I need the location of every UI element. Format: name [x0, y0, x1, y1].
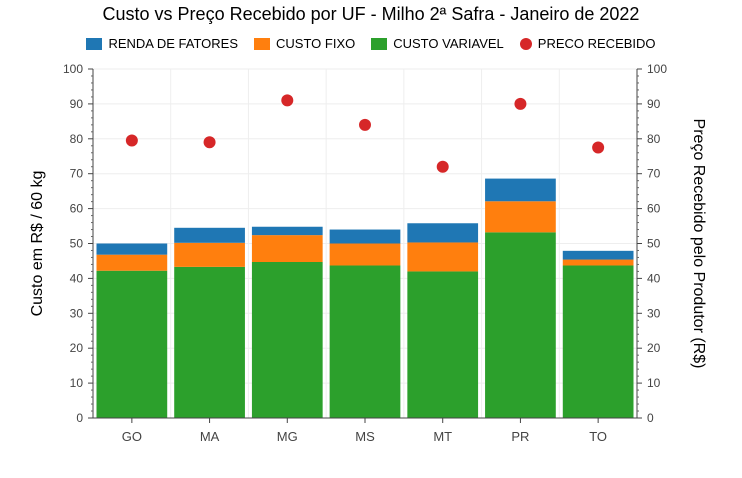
y-tick-label: 20 [70, 341, 84, 355]
y-tick-label: 80 [70, 132, 84, 146]
y-tick-label: 60 [70, 202, 84, 216]
bar-renda-de-fatores-ma [174, 227, 245, 243]
bar-custo-fixo-to [562, 259, 634, 266]
bar-custo-variavel-pr [485, 232, 556, 418]
bar-custo-fixo-go [96, 254, 168, 271]
bar-renda-de-fatores-mt [407, 223, 479, 243]
bar-custo-fixo-pr [485, 201, 556, 233]
bar-custo-variavel-mg [251, 261, 323, 418]
bar-custo-fixo-mg [251, 235, 323, 262]
legend-swatch-custo-variavel [371, 37, 388, 50]
bar-custo-fixo-ms [329, 243, 401, 266]
x-tick-label: PR [511, 429, 529, 444]
legend-label-custo-variavel: CUSTO VARIAVEL [393, 36, 504, 51]
y2-tick-label: 0 [647, 411, 654, 425]
x-tick-label: GO [122, 429, 142, 444]
bar-renda-de-fatores-mg [251, 226, 323, 236]
bar-renda-de-fatores-go [96, 243, 168, 255]
bar-renda-de-fatores-ms [329, 229, 401, 244]
y2-tick-label: 40 [647, 271, 661, 285]
legend-item-custo-variavel[interactable]: CUSTO VARIAVEL [371, 36, 504, 51]
legend-label-preco: PRECO RECEBIDO [537, 36, 656, 51]
bar-custo-variavel-ma [174, 266, 245, 418]
legend-item-preco[interactable]: PRECO RECEBIDO [519, 36, 656, 51]
y2-axis-title: Preço Recebido pelo Produtor (R$) [690, 119, 707, 369]
legend: RENDA DE FATORES CUSTO FIXO CUSTO VARIAV… [0, 36, 742, 51]
point-preco-ms [359, 118, 371, 131]
legend-item-custo-fixo[interactable]: CUSTO FIXO [254, 36, 355, 51]
y-tick-label: 100 [63, 62, 83, 76]
point-preco-ma [203, 136, 216, 149]
y-tick-label: 30 [70, 306, 84, 320]
x-tick-label: MG [277, 429, 298, 444]
bar-custo-variavel-ms [329, 265, 401, 418]
bar-renda-de-fatores-pr [485, 178, 556, 202]
bar-custo-fixo-mt [407, 242, 479, 272]
bar-custo-variavel-mt [407, 271, 479, 418]
x-tick-label: TO [589, 429, 607, 444]
y2-tick-label: 80 [647, 132, 661, 146]
y2-tick-label: 50 [647, 237, 661, 251]
legend-swatch-custo-fixo [254, 37, 271, 50]
y-tick-label: 70 [70, 167, 84, 181]
y-tick-label: 40 [70, 271, 84, 285]
y2-tick-label: 20 [647, 341, 661, 355]
y-tick-label: 90 [70, 97, 84, 111]
point-preco-go [125, 134, 138, 147]
y2-tick-label: 10 [647, 376, 661, 390]
point-preco-pr [514, 97, 527, 110]
legend-item-renda[interactable]: RENDA DE FATORES [86, 36, 238, 51]
x-tick-label: MA [200, 429, 220, 444]
legend-marker-preco [519, 37, 532, 50]
bar-custo-variavel-go [96, 270, 168, 418]
y-tick-label: 0 [76, 411, 83, 425]
y-axis-title: Custo em R$ / 60 kg [29, 171, 46, 317]
y-tick-label: 10 [70, 376, 84, 390]
y2-tick-label: 90 [647, 97, 661, 111]
legend-swatch-renda [86, 37, 103, 50]
bar-custo-fixo-ma [174, 242, 245, 267]
y2-tick-label: 30 [647, 306, 661, 320]
y-tick-label: 50 [70, 237, 84, 251]
chart-title: Custo vs Preço Recebido por UF - Milho 2… [102, 4, 640, 24]
y2-tick-label: 70 [647, 167, 661, 181]
point-preco-to [592, 141, 605, 154]
point-preco-mg [281, 94, 294, 107]
legend-label-custo-fixo: CUSTO FIXO [276, 36, 356, 51]
bar-renda-de-fatores-to [562, 250, 634, 260]
y2-tick-label: 100 [647, 62, 667, 76]
bar-custo-variavel-to [562, 265, 634, 418]
x-tick-label: MS [355, 429, 375, 444]
y2-tick-label: 60 [647, 202, 661, 216]
x-tick-label: MT [433, 429, 452, 444]
point-preco-mt [436, 160, 449, 173]
legend-label-renda: RENDA DE FATORES [108, 36, 239, 51]
